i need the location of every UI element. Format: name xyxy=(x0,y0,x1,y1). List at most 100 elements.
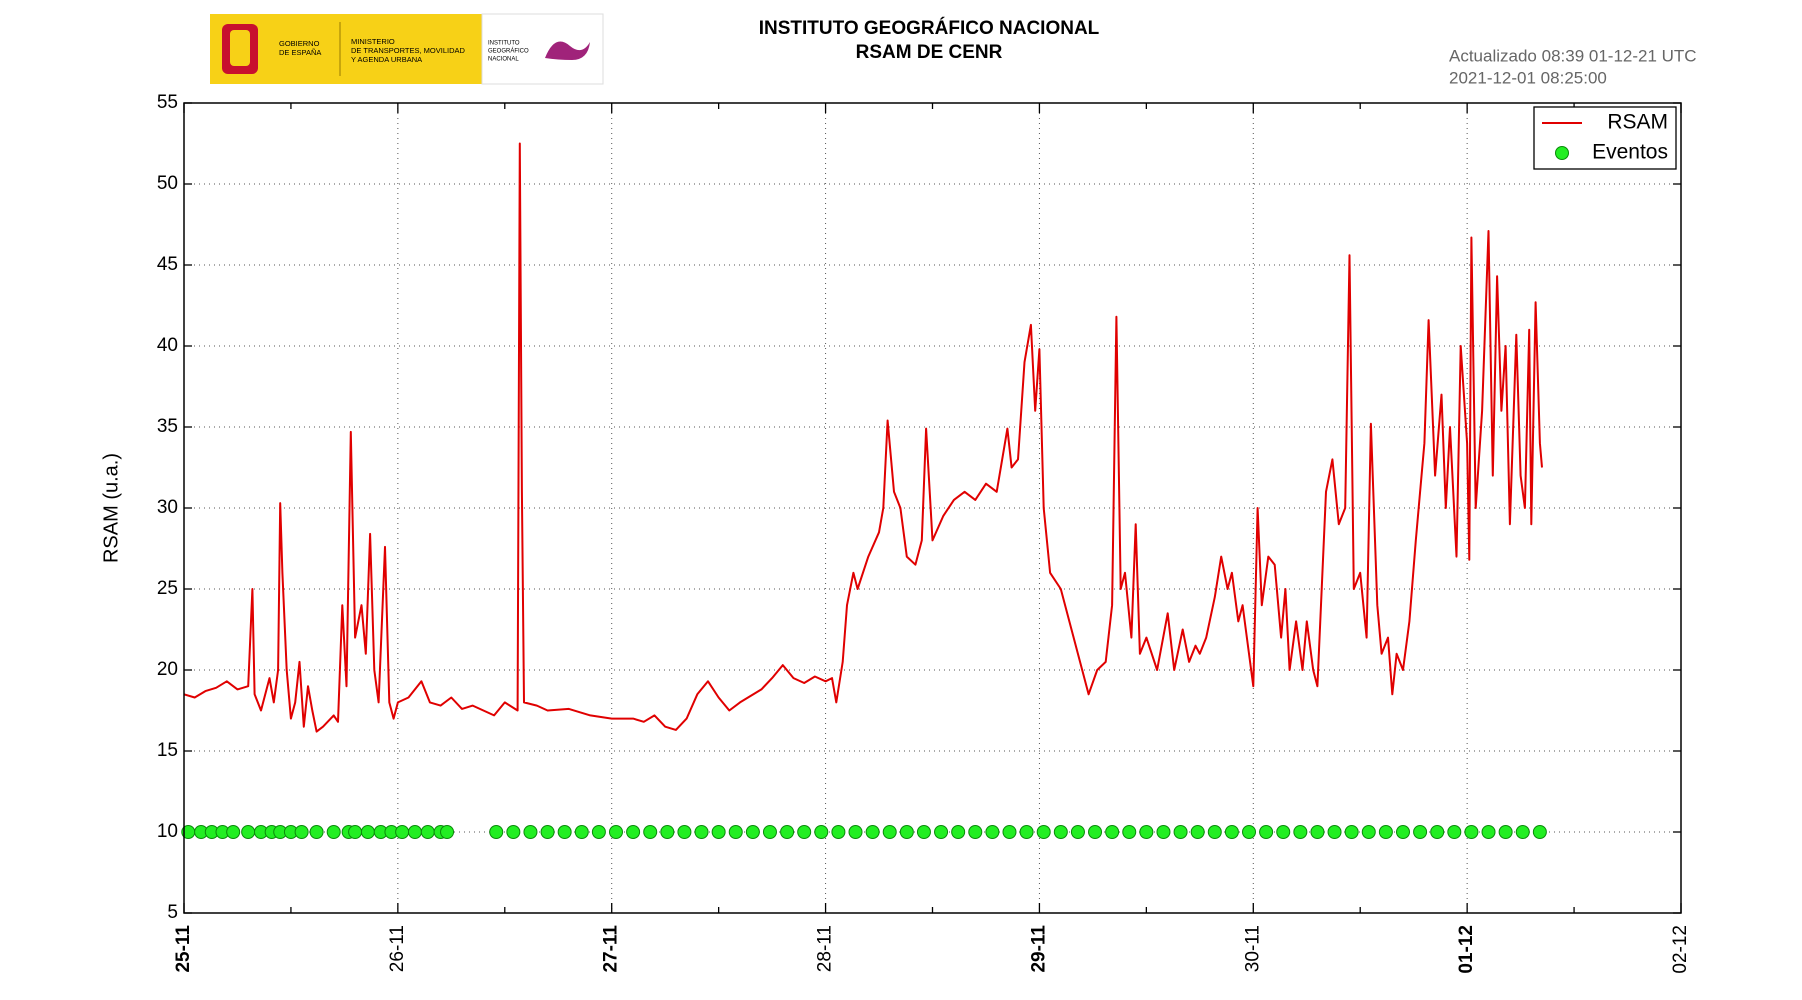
ign-mark xyxy=(545,41,590,60)
event-dot xyxy=(848,825,863,839)
logo-text: GOBIERNO xyxy=(279,39,320,48)
event-dot xyxy=(1190,825,1205,839)
event-dot xyxy=(745,825,760,839)
event-dot xyxy=(1361,825,1376,839)
logo-text: INSTITUTO xyxy=(488,41,520,47)
event-dot xyxy=(1430,825,1445,839)
event-dot xyxy=(523,825,538,839)
chart-title: INSTITUTO GEOGRÁFICO NACIONAL xyxy=(759,17,1100,39)
event-dot xyxy=(1122,825,1137,839)
x-tick-label: 28-11 xyxy=(815,925,836,972)
legend-box xyxy=(1533,106,1677,170)
event-dot xyxy=(1207,825,1222,839)
y-tick-label: 35 xyxy=(157,416,178,437)
legend-label: RSAM xyxy=(1607,111,1668,134)
event-dot xyxy=(1053,825,1068,839)
logo-text: Y AGENDA URBANA xyxy=(351,55,422,64)
rsam-line xyxy=(184,142,1543,733)
event-dot xyxy=(395,825,410,839)
event-dot xyxy=(626,825,641,839)
legend-dot xyxy=(1555,146,1569,160)
event-dot xyxy=(1036,825,1051,839)
x-tick-label: 30-11 xyxy=(1242,925,1263,972)
logo-text: MINISTERIO xyxy=(351,37,395,46)
event-dot xyxy=(643,825,658,839)
logo-text: DE ESPAÑA xyxy=(279,48,321,57)
logo: GOBIERNO DE ESPAÑA MINISTERIO DE TRANSPO… xyxy=(210,13,604,85)
event-dot xyxy=(1156,825,1171,839)
event-dot xyxy=(574,825,589,839)
event-dot xyxy=(226,825,241,839)
event-dot xyxy=(865,825,880,839)
y-tick-label: 10 xyxy=(157,821,178,842)
event-dot xyxy=(557,825,572,839)
event-dot xyxy=(728,825,743,839)
event-dot xyxy=(1498,825,1513,839)
event-dot xyxy=(309,825,324,839)
event-dot xyxy=(1344,825,1359,839)
x-tick-label: 29-11 xyxy=(1028,925,1049,973)
event-dot xyxy=(677,825,692,839)
x-tick-label: 25-11 xyxy=(173,925,194,973)
event-dot xyxy=(1002,825,1017,839)
event-dot xyxy=(1139,825,1154,839)
updated-time: 2021-12-01 08:25:00 xyxy=(1449,68,1607,87)
event-dot xyxy=(1395,825,1410,839)
event-dot xyxy=(506,825,521,839)
event-dot xyxy=(591,825,606,839)
event-dot xyxy=(1276,825,1291,839)
event-dot xyxy=(1327,825,1342,839)
y-tick-label: 55 xyxy=(157,92,178,113)
event-dot xyxy=(1293,825,1308,839)
event-dot xyxy=(899,825,914,839)
y-tick-label: 45 xyxy=(157,254,178,275)
event-dot xyxy=(1464,825,1479,839)
event-dot xyxy=(420,825,435,839)
event-dot xyxy=(326,825,341,839)
event-dot xyxy=(294,825,309,839)
event-dot xyxy=(882,825,897,839)
event-dot xyxy=(348,825,363,839)
event-dot xyxy=(440,825,455,839)
y-tick-label: 25 xyxy=(157,578,178,599)
event-dot xyxy=(1173,825,1188,839)
event-dot xyxy=(951,825,966,839)
crest-inner xyxy=(230,30,250,66)
event-dot xyxy=(1242,825,1257,839)
event-dot xyxy=(711,825,726,839)
event-dot xyxy=(660,825,675,839)
logo-text: DE TRANSPORTES, MOVILIDAD xyxy=(351,46,465,55)
event-dot xyxy=(694,825,709,839)
event-dot xyxy=(1019,825,1034,839)
event-dot xyxy=(968,825,983,839)
event-dot xyxy=(1088,825,1103,839)
y-axis-label: RSAM (u.a.) xyxy=(100,453,122,563)
y-tick-label: 5 xyxy=(167,902,178,923)
event-dot xyxy=(985,825,1000,839)
x-tick-label: 26-11 xyxy=(387,925,408,972)
x-tick-label: 01-12 xyxy=(1456,925,1477,974)
event-dot xyxy=(1413,825,1428,839)
y-tick-label: 30 xyxy=(157,497,178,518)
event-dot xyxy=(1310,825,1325,839)
event-dot xyxy=(1481,825,1496,839)
event-dot xyxy=(1515,825,1530,839)
updated-text: Actualizado 08:39 01-12-21 UTC xyxy=(1449,46,1697,65)
x-tick-label: 27-11 xyxy=(601,925,622,973)
event-dot xyxy=(1105,825,1120,839)
logo-text: GEOGRÁFICO xyxy=(488,48,529,55)
plot-frame xyxy=(183,102,1682,914)
event-dot xyxy=(1259,825,1274,839)
event-dot xyxy=(1532,825,1547,839)
event-dot xyxy=(241,825,256,839)
y-tick-label: 40 xyxy=(157,335,178,356)
event-dot xyxy=(780,825,795,839)
y-tick-label: 20 xyxy=(157,659,178,680)
y-tick-label: 15 xyxy=(157,740,178,761)
y-tick-label: 50 xyxy=(157,173,178,194)
event-dot xyxy=(934,825,949,839)
event-dot xyxy=(608,825,623,839)
event-dot xyxy=(489,825,504,839)
event-dot xyxy=(1378,825,1393,839)
